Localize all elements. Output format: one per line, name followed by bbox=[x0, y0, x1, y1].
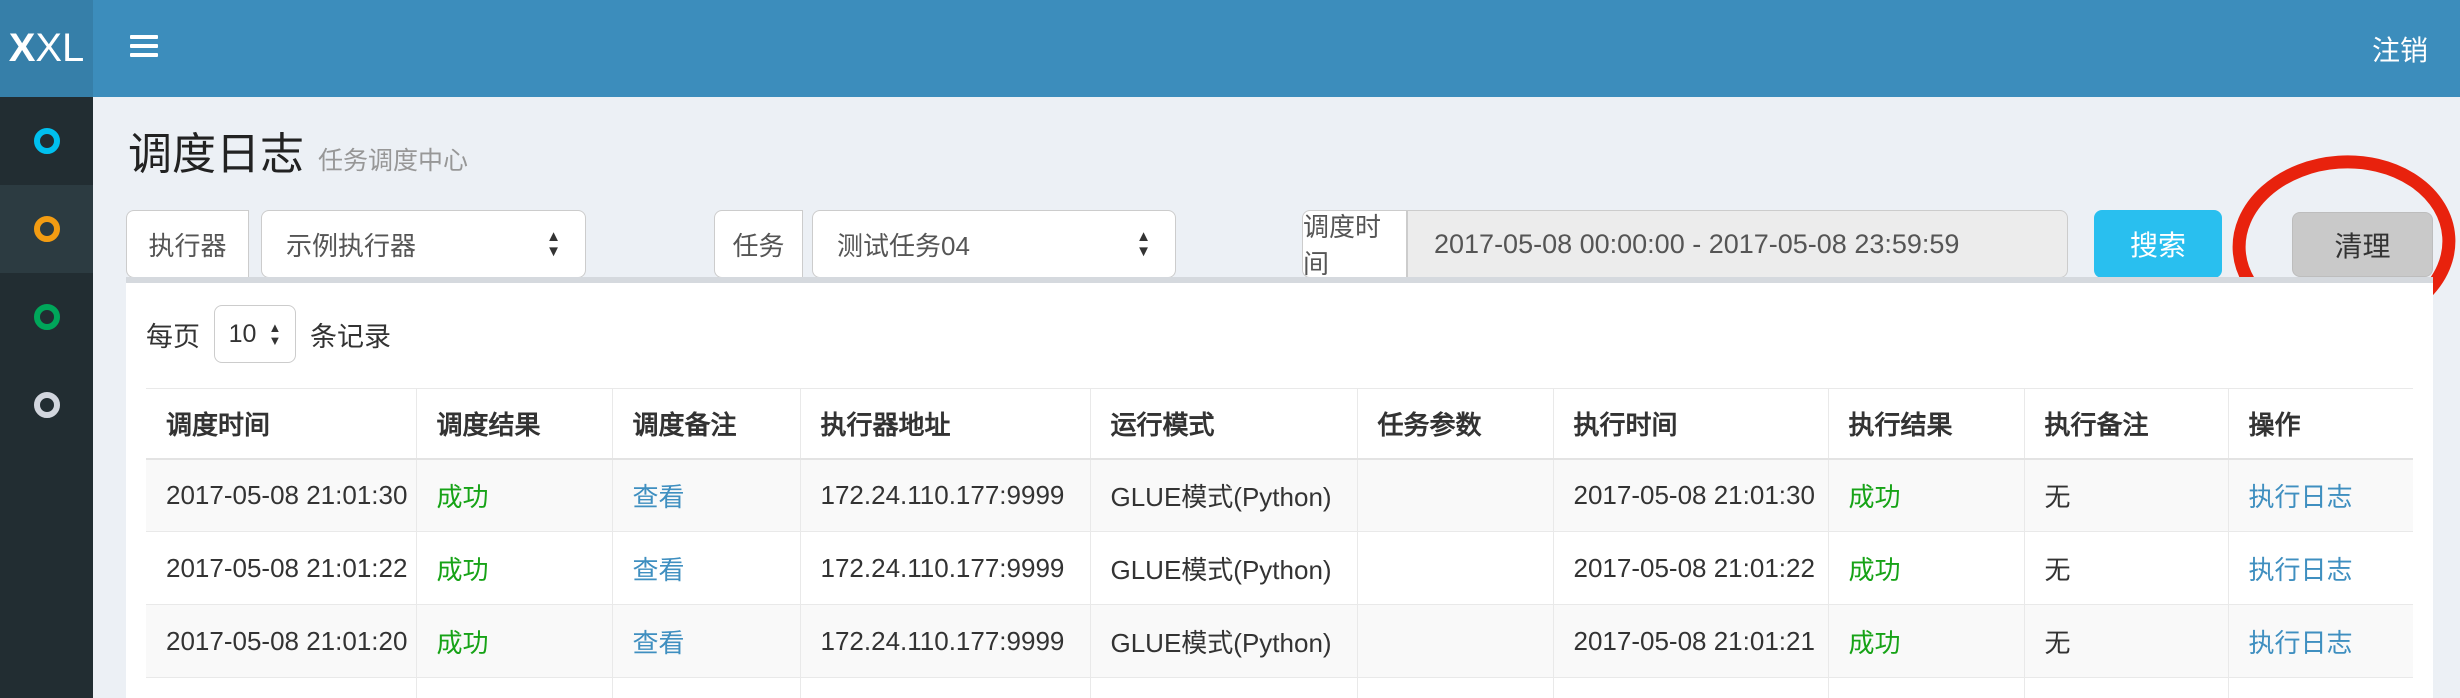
table-row: 2017-05-08 21:01:30 成功 查看 172.24.110.177… bbox=[146, 458, 2413, 532]
executor-filter-label: 执行器 bbox=[126, 210, 249, 278]
executor-address-cell: 172.24.110.177:9999 bbox=[799, 531, 1090, 605]
glue-type-cell: GLUE模式(Python) bbox=[1089, 531, 1357, 605]
handle-msg-cell: 无 bbox=[2023, 604, 2228, 678]
handle-time-cell: 2017-05-08 21:01:22 bbox=[1552, 531, 1828, 605]
col-trigger-msg: 调度备注 bbox=[611, 388, 800, 460]
col-handle-time: 执行时间 bbox=[1552, 388, 1828, 460]
page-size-prefix: 每页 bbox=[146, 321, 200, 352]
top-navbar: X XL 注销 bbox=[0, 0, 2460, 97]
search-button[interactable]: 搜索 bbox=[2094, 210, 2222, 278]
page-size-suffix: 条记录 bbox=[310, 321, 391, 352]
view-trigger-msg-link[interactable]: 查看 bbox=[632, 627, 685, 658]
trigger-time-cell: 2017-05-08 21:01:30 bbox=[146, 458, 416, 532]
trigger-result-cell: 成功 bbox=[415, 531, 612, 605]
glue-type-cell: GLUE模式(Python) bbox=[1089, 458, 1357, 532]
executor-address-cell: 172.24.110.177:9999 bbox=[799, 458, 1090, 532]
trigger-result-cell: 成功 bbox=[415, 458, 612, 532]
page-title: 调度日志 bbox=[128, 130, 304, 179]
handle-result-cell: 成功 bbox=[1827, 458, 2024, 532]
table-header-row: 调度时间 调度结果 调度备注 执行器地址 运行模式 任务参数 执行时间 执行结果… bbox=[146, 388, 2413, 460]
log-table: 调度时间 调度结果 调度备注 执行器地址 运行模式 任务参数 执行时间 执行结果… bbox=[146, 388, 2413, 698]
col-executor-address: 执行器地址 bbox=[799, 388, 1090, 460]
app-logo[interactable]: X XL bbox=[0, 0, 93, 97]
handle-time-cell: 2017-05-08 21:01:21 bbox=[1552, 604, 1828, 678]
logo-bold-text: X bbox=[8, 26, 36, 70]
circle-icon bbox=[33, 216, 60, 242]
table-row: 2017-05-08 21:01:22 成功 查看 172.24.110.177… bbox=[146, 531, 2413, 605]
logo-light-text: XL bbox=[35, 26, 85, 70]
col-action: 操作 bbox=[2227, 388, 2413, 460]
select-arrows-icon: ▲ ▼ bbox=[546, 228, 561, 260]
handle-result-cell: 成功 bbox=[1827, 531, 2024, 605]
select-arrows-icon: ▲ ▼ bbox=[268, 320, 282, 348]
sidebar-item-4[interactable] bbox=[0, 361, 93, 449]
trigger-time-cell: 2017-05-08 21:01:22 bbox=[146, 531, 416, 605]
job-select[interactable]: 测试任务04 ▲ ▼ bbox=[812, 210, 1176, 278]
view-trigger-msg-link[interactable]: 查看 bbox=[632, 481, 685, 512]
execution-log-link[interactable]: 执行日志 bbox=[2248, 554, 2353, 585]
page-size-select[interactable]: 10 ▲ ▼ bbox=[214, 305, 296, 363]
col-glue-type: 运行模式 bbox=[1089, 388, 1357, 460]
glue-type-cell: GLUE模式(Python) bbox=[1089, 604, 1357, 678]
trigger-time-cell: 2017-05-08 21:01:20 bbox=[146, 604, 416, 678]
view-trigger-msg-link[interactable]: 查看 bbox=[632, 554, 685, 585]
page-size-value: 10 bbox=[228, 319, 257, 348]
table-row-partial bbox=[146, 677, 2413, 698]
executor-select[interactable]: 示例执行器 ▲ ▼ bbox=[261, 210, 586, 278]
sidebar bbox=[0, 97, 93, 698]
circle-icon bbox=[33, 128, 60, 154]
circle-icon bbox=[33, 304, 60, 330]
circle-icon bbox=[33, 392, 60, 418]
handle-result-cell: 成功 bbox=[1827, 604, 2024, 678]
col-handle-result: 执行结果 bbox=[1827, 388, 2024, 460]
execution-log-link[interactable]: 执行日志 bbox=[2248, 627, 2353, 658]
handle-time-cell: 2017-05-08 21:01:30 bbox=[1552, 458, 1828, 532]
sidebar-toggle-hamburger-icon[interactable] bbox=[121, 33, 167, 65]
select-arrows-icon: ▲ ▼ bbox=[1136, 228, 1151, 260]
clean-button[interactable]: 清理 bbox=[2292, 212, 2433, 277]
page-size-control: 每页 10 ▲ ▼ 条记录 bbox=[146, 305, 391, 363]
executor-address-cell: 172.24.110.177:9999 bbox=[799, 604, 1090, 678]
executor-select-value: 示例执行器 bbox=[286, 230, 417, 261]
sidebar-item-2-active[interactable] bbox=[0, 185, 93, 273]
col-params: 任务参数 bbox=[1356, 388, 1553, 460]
col-handle-msg: 执行备注 bbox=[2023, 388, 2228, 460]
page-subtitle: 任务调度中心 bbox=[318, 147, 469, 175]
params-cell bbox=[1356, 531, 1553, 605]
sidebar-item-1[interactable] bbox=[0, 97, 93, 185]
execution-log-link[interactable]: 执行日志 bbox=[2248, 481, 2353, 512]
table-row: 2017-05-08 21:01:20 成功 查看 172.24.110.177… bbox=[146, 604, 2413, 678]
trigger-time-range-input[interactable]: 2017-05-08 00:00:00 - 2017-05-08 23:59:5… bbox=[1407, 210, 2068, 278]
col-trigger-time: 调度时间 bbox=[146, 388, 416, 460]
handle-msg-cell: 无 bbox=[2023, 458, 2228, 532]
job-select-value: 测试任务04 bbox=[837, 230, 970, 261]
trigger-result-cell: 成功 bbox=[415, 604, 612, 678]
col-trigger-result: 调度结果 bbox=[415, 388, 612, 460]
content-header: 调度日志 任务调度中心 bbox=[128, 118, 468, 182]
logout-button[interactable]: 注销 bbox=[2371, 34, 2428, 66]
params-cell bbox=[1356, 604, 1553, 678]
job-filter-label: 任务 bbox=[714, 210, 803, 278]
sidebar-item-3[interactable] bbox=[0, 273, 93, 361]
log-table-panel: 每页 10 ▲ ▼ 条记录 调度时间 调度结果 调度备注 执行器地址 运行模式 bbox=[126, 277, 2433, 698]
params-cell bbox=[1356, 458, 1553, 532]
trigger-time-filter-label: 调度时间 bbox=[1302, 210, 1407, 279]
handle-msg-cell: 无 bbox=[2023, 531, 2228, 605]
